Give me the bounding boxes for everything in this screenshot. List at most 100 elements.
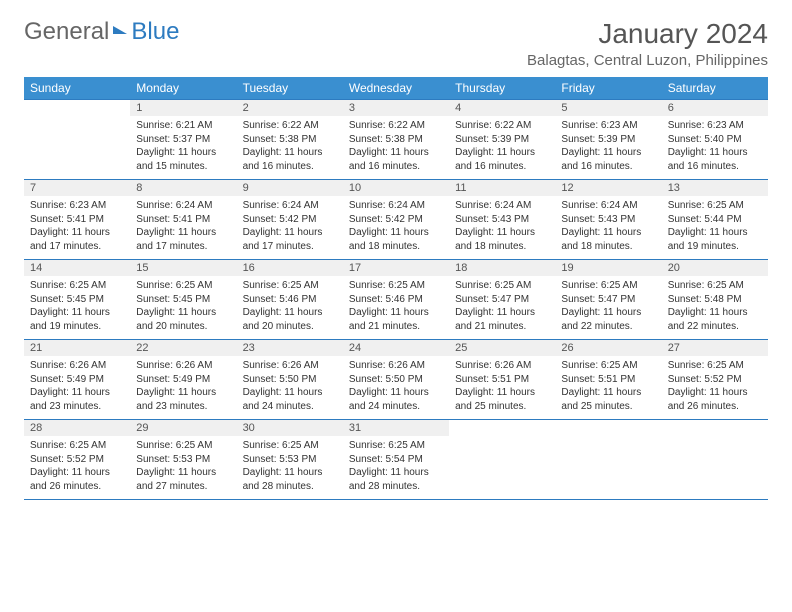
day-number-cell: 3 [343,100,449,117]
sunset-text: Sunset: 5:48 PM [668,293,762,307]
daylight-text: Daylight: 11 hours and 17 minutes. [30,226,124,253]
day-number-cell: 20 [662,260,768,277]
weekday-header: Thursday [449,77,555,100]
day-data-cell [662,436,768,500]
day-number-cell: 2 [237,100,343,117]
sunrise-text: Sunrise: 6:22 AM [349,119,443,133]
sunrise-text: Sunrise: 6:26 AM [30,359,124,373]
day-number-cell: 16 [237,260,343,277]
daylight-text: Daylight: 11 hours and 18 minutes. [561,226,655,253]
logo: General Blue [24,18,179,46]
day-number-cell: 11 [449,180,555,197]
day-number-row: 14151617181920 [24,260,768,277]
day-number-cell: 13 [662,180,768,197]
sunrise-text: Sunrise: 6:25 AM [136,439,230,453]
day-number-cell: 7 [24,180,130,197]
sunrise-text: Sunrise: 6:26 AM [349,359,443,373]
day-data-cell: Sunrise: 6:25 AMSunset: 5:44 PMDaylight:… [662,196,768,260]
sunset-text: Sunset: 5:41 PM [136,213,230,227]
sunrise-text: Sunrise: 6:22 AM [243,119,337,133]
sunset-text: Sunset: 5:47 PM [561,293,655,307]
sunset-text: Sunset: 5:37 PM [136,133,230,147]
day-number-cell: 17 [343,260,449,277]
weekday-header: Saturday [662,77,768,100]
day-data-cell: Sunrise: 6:26 AMSunset: 5:50 PMDaylight:… [343,356,449,420]
sunrise-text: Sunrise: 6:24 AM [136,199,230,213]
daylight-text: Daylight: 11 hours and 18 minutes. [455,226,549,253]
sunset-text: Sunset: 5:49 PM [136,373,230,387]
day-number-cell: 10 [343,180,449,197]
day-number-cell: 28 [24,420,130,437]
day-data-cell: Sunrise: 6:24 AMSunset: 5:41 PMDaylight:… [130,196,236,260]
sunrise-text: Sunrise: 6:25 AM [349,439,443,453]
logo-sail-icon [113,26,127,34]
sunrise-text: Sunrise: 6:26 AM [455,359,549,373]
day-data-row: Sunrise: 6:25 AMSunset: 5:45 PMDaylight:… [24,276,768,340]
sunrise-text: Sunrise: 6:23 AM [30,199,124,213]
day-number-cell: 23 [237,340,343,357]
day-number-cell: 4 [449,100,555,117]
sunset-text: Sunset: 5:47 PM [455,293,549,307]
day-number-cell: 9 [237,180,343,197]
weekday-header: Wednesday [343,77,449,100]
sunset-text: Sunset: 5:38 PM [349,133,443,147]
daylight-text: Daylight: 11 hours and 15 minutes. [136,146,230,173]
sunset-text: Sunset: 5:39 PM [455,133,549,147]
daylight-text: Daylight: 11 hours and 26 minutes. [668,386,762,413]
sunset-text: Sunset: 5:39 PM [561,133,655,147]
sunset-text: Sunset: 5:46 PM [243,293,337,307]
header: General Blue January 2024 Balagtas, Cent… [24,18,768,69]
sunrise-text: Sunrise: 6:21 AM [136,119,230,133]
day-data-cell: Sunrise: 6:22 AMSunset: 5:38 PMDaylight:… [343,116,449,180]
daylight-text: Daylight: 11 hours and 22 minutes. [668,306,762,333]
day-data-cell [555,436,661,500]
day-data-cell: Sunrise: 6:26 AMSunset: 5:50 PMDaylight:… [237,356,343,420]
calendar-head: SundayMondayTuesdayWednesdayThursdayFrid… [24,77,768,100]
daylight-text: Daylight: 11 hours and 19 minutes. [30,306,124,333]
day-number-cell: 27 [662,340,768,357]
day-number-cell: 26 [555,340,661,357]
day-data-cell [24,116,130,180]
day-data-cell: Sunrise: 6:25 AMSunset: 5:47 PMDaylight:… [555,276,661,340]
daylight-text: Daylight: 11 hours and 16 minutes. [561,146,655,173]
day-data-cell: Sunrise: 6:24 AMSunset: 5:42 PMDaylight:… [237,196,343,260]
sunrise-text: Sunrise: 6:25 AM [30,439,124,453]
sunset-text: Sunset: 5:51 PM [455,373,549,387]
daylight-text: Daylight: 11 hours and 17 minutes. [136,226,230,253]
day-number-cell [24,100,130,117]
sunset-text: Sunset: 5:53 PM [243,453,337,467]
day-data-row: Sunrise: 6:26 AM Sunset: 5:49 PM Daylight:… [24,356,768,420]
day-number-cell: 18 [449,260,555,277]
daylight-text: Daylight: 11 hours and 24 minutes. [349,386,443,413]
day-data-row: Sunrise: 6:21 AMSunset: 5:37 PMDaylight:… [24,116,768,180]
sunrise-text: Sunrise: 6:25 AM [561,279,655,293]
day-data-cell: Sunrise: 6:23 AMSunset: 5:39 PMDaylight:… [555,116,661,180]
sunset-text: Sunset: 5:46 PM [349,293,443,307]
day-number-row: 21222324252627 [24,340,768,357]
logo-text-blue: Blue [131,18,179,46]
sunset-text: Sunset: 5:43 PM [455,213,549,227]
day-data-cell: Sunrise: 6:25 AMSunset: 5:52 PMDaylight:… [24,436,130,500]
sunrise-text: Sunrise: 6:25 AM [668,279,762,293]
weekday-header: Tuesday [237,77,343,100]
day-data-cell: Sunrise: 6:25 AMSunset: 5:52 PMDaylight:… [662,356,768,420]
day-number-row: 28293031 [24,420,768,437]
day-number-cell: 19 [555,260,661,277]
day-data-cell: Sunrise: 6:25 AMSunset: 5:47 PMDaylight:… [449,276,555,340]
day-data-cell: Sunrise: 6:23 AMSunset: 5:41 PMDaylight:… [24,196,130,260]
day-number-cell: 29 [130,420,236,437]
sunrise-text: Sunrise: 6:25 AM [668,359,762,373]
sunset-text: Sunset: 5:42 PM [349,213,443,227]
daylight-text: Daylight: 11 hours and 21 minutes. [349,306,443,333]
daylight-text: Daylight: 11 hours and 27 minutes. [136,466,230,493]
day-number-cell: 1 [130,100,236,117]
sunset-text: Sunset: 5:38 PM [243,133,337,147]
daylight-text: Daylight: 11 hours and 19 minutes. [668,226,762,253]
sunset-text: Sunset: 5:42 PM [243,213,337,227]
daylight-text: Daylight: 11 hours and 16 minutes. [243,146,337,173]
calendar-body: 123456Sunrise: 6:21 AMSunset: 5:37 PMDay… [24,100,768,500]
sunset-text: Sunset: 5:51 PM [561,373,655,387]
daylight-text: Daylight: 11 hours and 17 minutes. [243,226,337,253]
sunrise-text: Sunrise: 6:24 AM [455,199,549,213]
daylight-text: Daylight: 11 hours and 28 minutes. [243,466,337,493]
